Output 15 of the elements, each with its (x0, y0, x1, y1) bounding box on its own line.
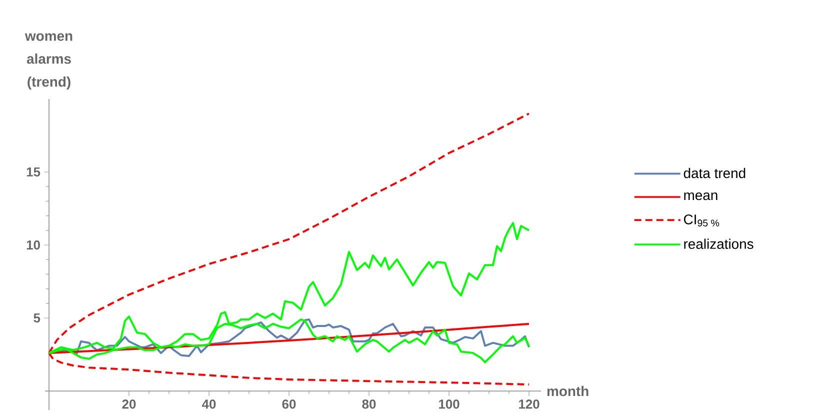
y-tick-label: 5 (34, 314, 40, 323)
x-tick-label: 40 (202, 400, 216, 409)
x-tick-label: 60 (282, 400, 296, 409)
x-tick-label: 100 (439, 400, 460, 409)
y-tick-label: 10 (26, 240, 40, 250)
legend-label: CI$_{95 %}$ (684, 214, 720, 226)
y-axis-title: women alarms (trend) (24, 33, 72, 90)
x-axis-title: month (547, 386, 588, 396)
legend-label: data trend (684, 168, 746, 178)
x-tick-label: 80 (362, 400, 376, 409)
y-tick-label: 15 (26, 167, 40, 177)
x-tick-label: 20 (122, 400, 136, 409)
legend-label: realizations (684, 238, 754, 249)
x-tick-label: 120 (519, 400, 540, 409)
legend-label: mean (684, 192, 718, 200)
